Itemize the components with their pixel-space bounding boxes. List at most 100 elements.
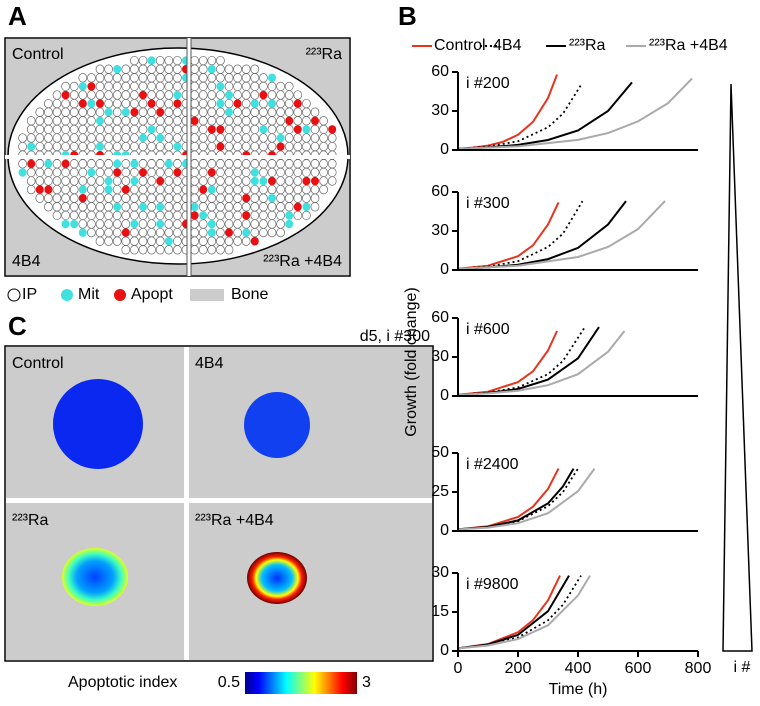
cell: [130, 81, 139, 92]
legend-a: IP Mit Apopt Bone: [7, 286, 268, 303]
cell: [61, 167, 70, 178]
cell: [190, 64, 199, 74]
cell: [147, 176, 156, 186]
cell: [250, 184, 260, 195]
cell: [241, 107, 251, 117]
cell: [233, 133, 242, 143]
cell: [224, 141, 234, 152]
cell: [259, 81, 268, 92]
cell: [164, 184, 174, 195]
y-tick-label: 0: [440, 141, 449, 158]
cell: [138, 227, 148, 238]
cell: [61, 116, 70, 126]
cell: [87, 193, 96, 203]
cell: [259, 193, 268, 203]
cell: [164, 159, 173, 169]
y-tick-label: 0: [440, 387, 449, 404]
cell: [35, 176, 45, 186]
cell: [52, 202, 62, 212]
cell: [164, 193, 174, 203]
cell: [147, 159, 156, 169]
cell: [138, 236, 148, 246]
chart-title: i #600: [466, 321, 510, 338]
cell: [78, 124, 88, 135]
tumor: [62, 548, 128, 606]
cell: [284, 81, 294, 92]
cell: [207, 168, 216, 177]
cell: [216, 99, 225, 108]
cell: [207, 193, 217, 203]
cell: [233, 184, 242, 195]
cell: [138, 159, 148, 169]
cell: [319, 167, 328, 178]
cell: [112, 193, 122, 203]
cell: [78, 73, 88, 83]
cell: [259, 107, 268, 117]
cell: [121, 64, 131, 74]
cell: [216, 82, 225, 91]
cell: [190, 193, 199, 203]
cell: [164, 116, 174, 126]
cell: [96, 99, 104, 108]
legend-swatch: [7, 288, 21, 302]
cell: [104, 236, 113, 246]
cell: [52, 133, 62, 143]
cell: [241, 124, 251, 135]
cell: [259, 133, 268, 143]
cell: [207, 236, 217, 246]
cell: [233, 73, 242, 83]
cell: [173, 99, 182, 108]
cell: [311, 116, 319, 126]
cell: [87, 159, 96, 169]
cell: [233, 64, 242, 74]
cell: [112, 90, 122, 100]
colorbar: Apoptotic index 0.5 3: [68, 672, 371, 694]
cell: [44, 98, 53, 109]
x-tick-label: 600: [625, 660, 652, 677]
cell: [250, 141, 260, 152]
cell: [190, 73, 199, 83]
cell: [207, 202, 217, 212]
cell: [198, 98, 208, 109]
cell: [164, 245, 174, 255]
cell: [207, 107, 217, 117]
cell: [241, 141, 251, 152]
cell: [224, 81, 234, 92]
cell: [250, 219, 260, 229]
cell: [78, 141, 88, 152]
cell: [224, 202, 234, 212]
cell: [224, 245, 234, 255]
cell: [18, 141, 27, 152]
cell: [87, 133, 96, 143]
cell: [207, 90, 217, 100]
cell: [44, 176, 53, 186]
cell: [164, 227, 174, 238]
cell: [173, 90, 182, 100]
cell: [78, 133, 88, 143]
cell: [78, 107, 88, 117]
legend-label: ²²³Ra +4B4: [649, 37, 728, 54]
cell: [35, 116, 45, 126]
cell: [69, 107, 79, 117]
cell: [138, 219, 148, 229]
y-axis-label: Growth (fold change): [403, 287, 420, 436]
cell: [302, 107, 311, 117]
cell: [121, 73, 131, 83]
cell: [147, 236, 156, 246]
cell: [173, 219, 182, 229]
cell: [173, 193, 182, 203]
cell: [327, 176, 337, 186]
cell: [233, 124, 242, 135]
cell: [104, 73, 113, 83]
cell: [155, 245, 165, 255]
cell: [121, 90, 131, 100]
cell: [130, 133, 139, 143]
cell: [69, 202, 79, 212]
legend-label: Mit: [78, 286, 100, 303]
cell: [139, 90, 147, 100]
cell: [147, 184, 156, 195]
cell: [198, 124, 208, 135]
cell: [190, 167, 199, 178]
cell: [138, 210, 148, 221]
cell: [284, 133, 294, 143]
